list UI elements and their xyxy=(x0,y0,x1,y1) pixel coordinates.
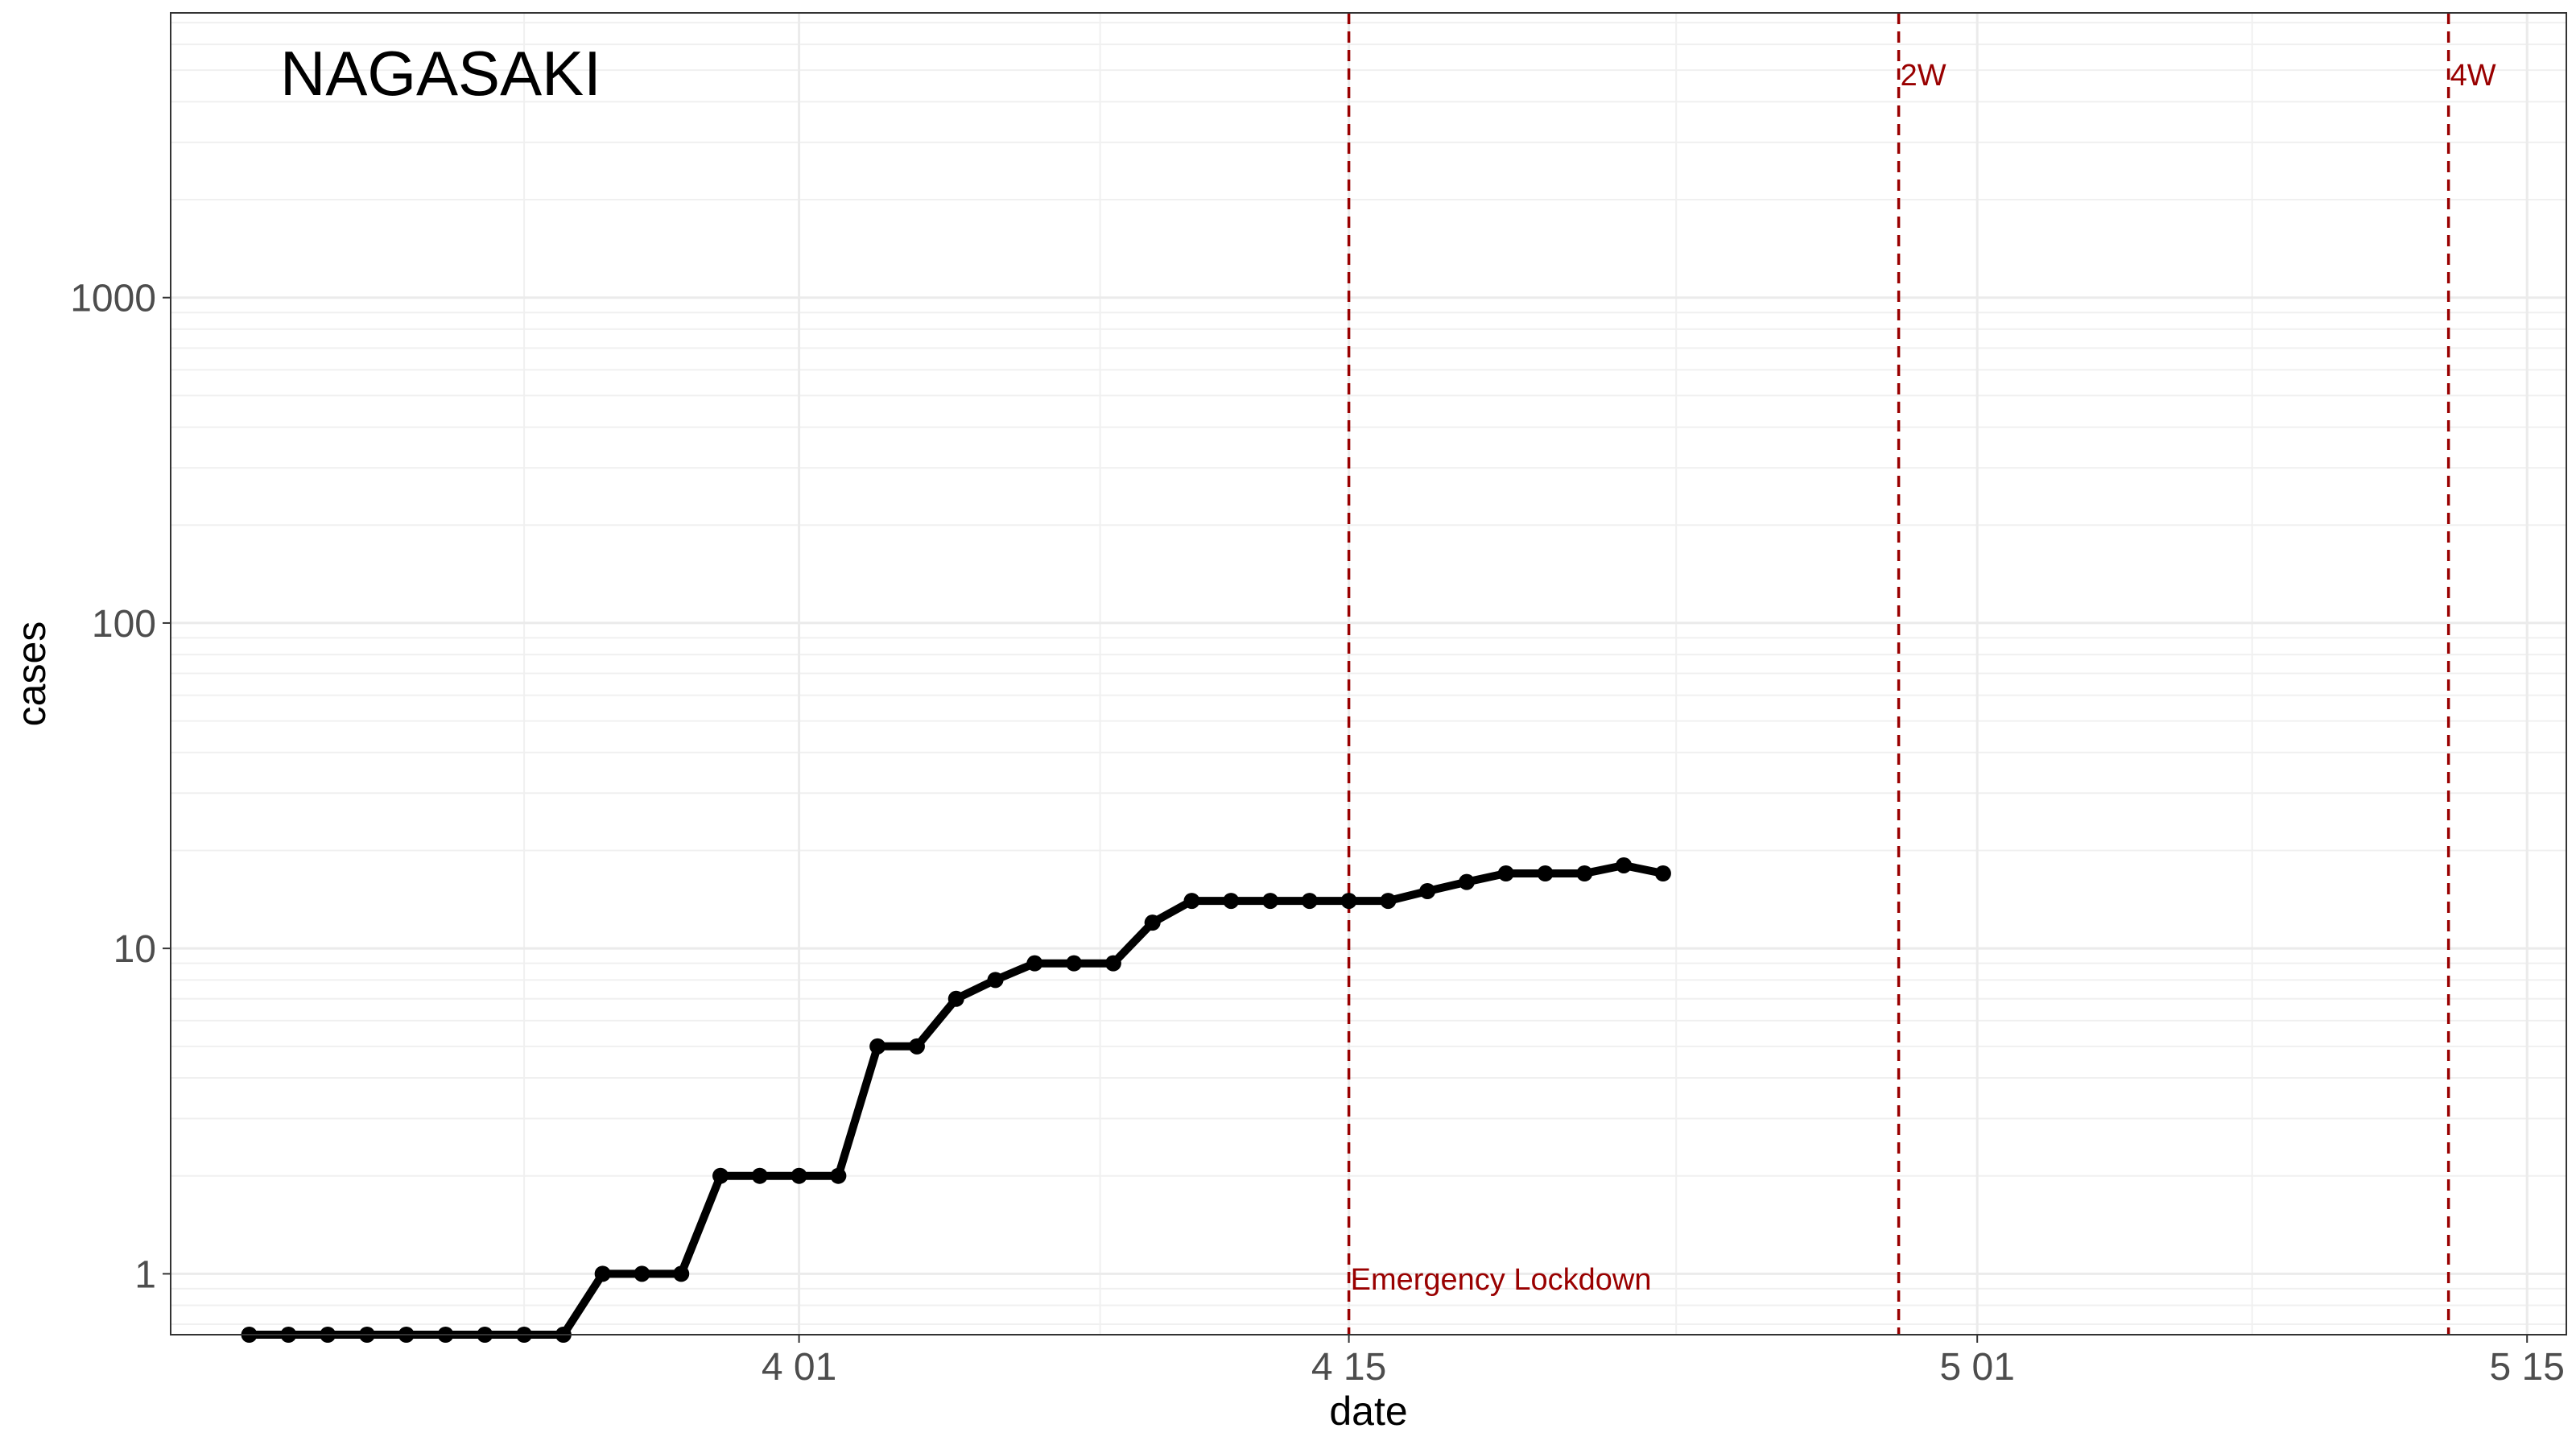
data-point xyxy=(594,1265,611,1282)
data-point xyxy=(1301,893,1318,910)
reference-line-label: 2W xyxy=(1901,59,1946,93)
y-tick-label: 100 xyxy=(92,603,156,646)
x-axis: 4 01 4 15 5 01 5 15 xyxy=(762,1335,2565,1389)
data-point xyxy=(1340,893,1357,910)
y-tick-label: 1000 xyxy=(70,278,156,320)
data-point xyxy=(1616,857,1633,873)
data-point xyxy=(1419,882,1436,899)
data-point xyxy=(751,1167,768,1184)
data-point xyxy=(1537,865,1554,882)
reference-lines: Emergency Lockdown 2W 4W xyxy=(1347,13,2496,1335)
data-point xyxy=(987,972,1004,989)
data-point xyxy=(1104,955,1121,972)
data-point xyxy=(1380,893,1397,910)
reference-line-label: 4W xyxy=(2450,59,2496,93)
data-point xyxy=(634,1265,650,1282)
y-tick-label: 10 xyxy=(114,928,156,971)
data-point xyxy=(1262,893,1279,910)
data-point xyxy=(1497,865,1514,882)
data-point xyxy=(1144,914,1161,931)
x-tick-label: 5 01 xyxy=(1939,1346,2014,1389)
data-point xyxy=(1026,955,1043,972)
data-point xyxy=(1066,955,1083,972)
data-point xyxy=(712,1167,729,1184)
x-tick-label: 4 01 xyxy=(762,1346,836,1389)
grid xyxy=(171,13,2566,1335)
plot-border xyxy=(170,12,2567,1335)
data-point xyxy=(1576,865,1593,882)
x-tick-label: 5 15 xyxy=(2490,1346,2565,1389)
data-point xyxy=(1183,893,1200,910)
data-point xyxy=(1223,893,1240,910)
y-tick-label: 1 xyxy=(134,1253,156,1296)
data-point xyxy=(673,1265,690,1282)
reference-line-label: Emergency Lockdown xyxy=(1351,1263,1652,1297)
data-point xyxy=(1654,865,1671,882)
data-point xyxy=(869,1038,886,1055)
data-point xyxy=(830,1167,847,1184)
chart-title: NAGASAKI xyxy=(280,38,601,109)
y-axis: 1 10 100 1000 xyxy=(70,278,171,1296)
data-point xyxy=(908,1038,925,1055)
x-tick-label: 4 15 xyxy=(1311,1346,1386,1389)
data-point xyxy=(947,990,964,1007)
data-point xyxy=(1458,873,1475,890)
data-point xyxy=(791,1167,807,1184)
x-axis-title: date xyxy=(1329,1389,1407,1434)
y-axis-title: cases xyxy=(9,621,54,727)
